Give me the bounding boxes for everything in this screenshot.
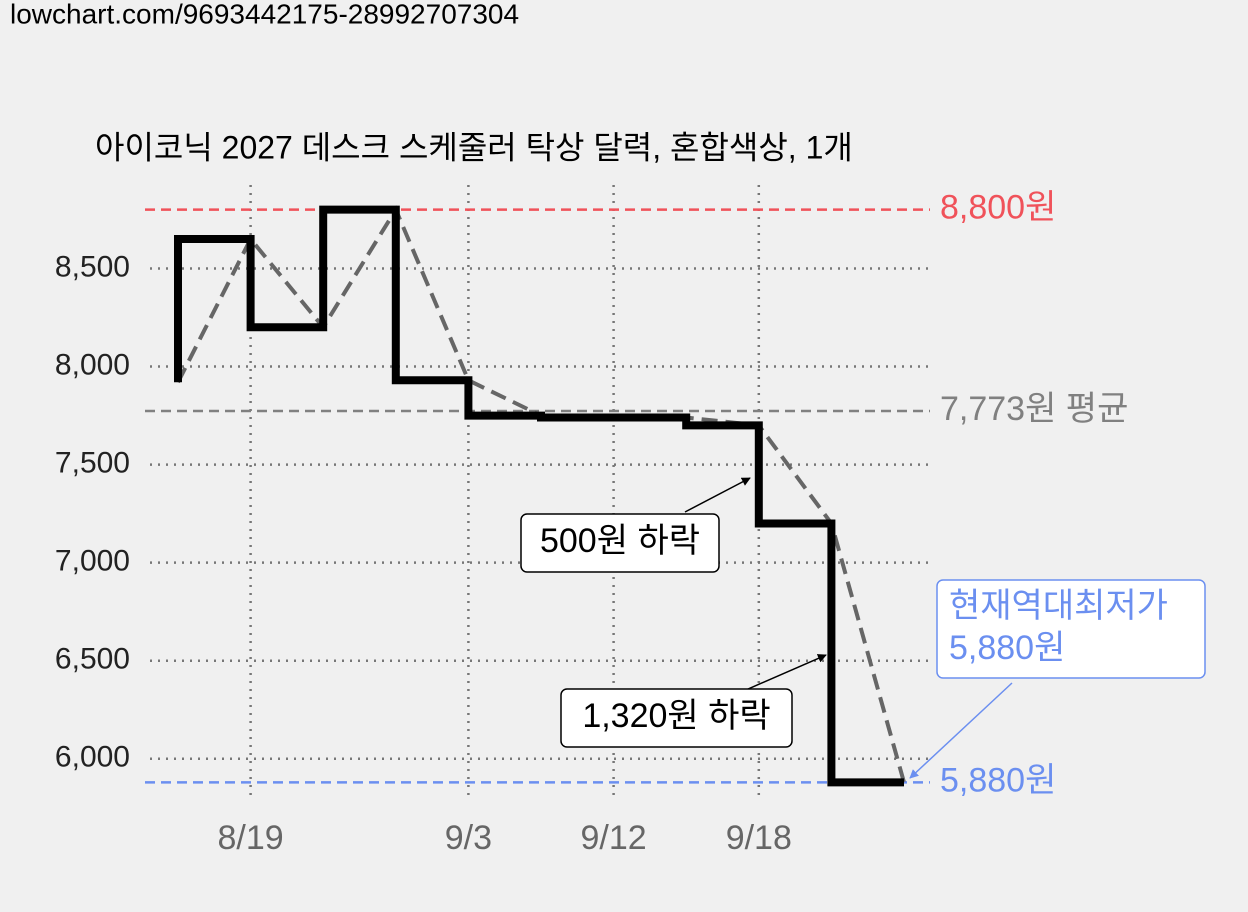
annotation-text: 500원 하락 — [540, 522, 700, 560]
annotation-text: 현재역대최저가 — [949, 587, 1168, 625]
annotation-box — [560, 688, 793, 748]
y-tick-label: 6,500 — [55, 643, 130, 676]
annotation-box — [936, 579, 1206, 679]
header-url: lowchart.com/9693442175-28992707304 — [10, 0, 519, 29]
annotation-text: 1,320원 하락 — [582, 697, 770, 735]
y-tick-label: 8,500 — [55, 250, 130, 283]
x-tick-label: 9/18 — [726, 819, 792, 857]
reference-label: 7,773원 평균 — [940, 390, 1128, 428]
step-line — [174, 205, 904, 787]
y-tick-label: 6,000 — [55, 741, 130, 774]
annotation-arrow — [747, 654, 827, 690]
x-tick-label: 8/19 — [218, 819, 284, 857]
y-tick-label: 8,000 — [55, 348, 130, 381]
chart-title: 아이코닉 2027 데스크 스케줄러 탁상 달력, 혼합색상, 1개 — [95, 129, 853, 165]
annotation-box — [520, 513, 720, 573]
y-tick-label: 7,500 — [55, 447, 130, 480]
x-tick-label: 9/3 — [445, 819, 492, 857]
reference-label: 8,800원 — [940, 189, 1056, 227]
annotation-arrow — [684, 477, 751, 513]
y-tick-label: 7,000 — [55, 545, 130, 578]
reference-label: 5,880원 — [940, 761, 1056, 799]
x-tick-label: 9/12 — [581, 819, 647, 857]
annotation-text: 5,880원 — [949, 629, 1065, 667]
annotation-arrow — [909, 682, 1013, 779]
